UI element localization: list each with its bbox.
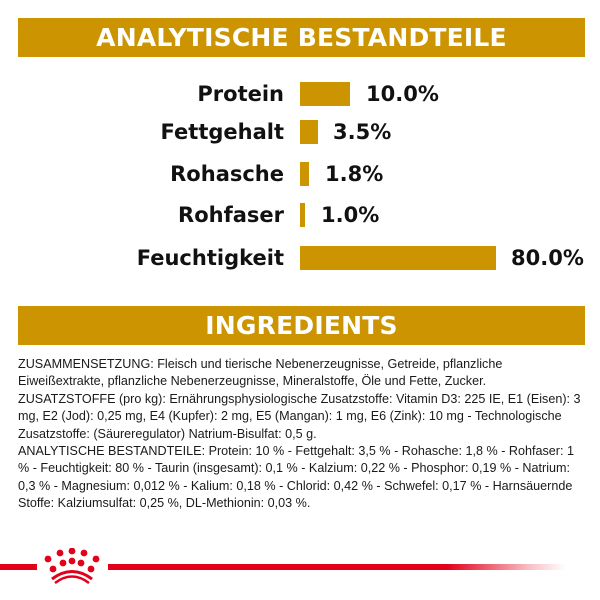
row-bar (300, 120, 318, 144)
footer-red-line-left (0, 564, 37, 570)
chart-row-rohasche: Rohasche 1.8% (0, 162, 600, 186)
ingredients-text: ZUSAMMENSETZUNG: Fleisch und tierische N… (18, 356, 588, 513)
row-label: Rohasche (170, 162, 284, 186)
chart-row-protein: Protein 10.0% (0, 82, 600, 106)
row-value: 3.5% (333, 120, 392, 144)
row-bar (300, 203, 305, 227)
chart-row-fettgehalt: Fettgehalt 3.5% (0, 120, 600, 144)
composition-paragraph: ZUSAMMENSETZUNG: Fleisch und tierische N… (18, 357, 503, 389)
row-value: 10.0% (366, 82, 439, 106)
ingredients-title-banner: INGREDIENTS (18, 306, 585, 345)
row-value: 1.8% (325, 162, 384, 186)
analytics-title-banner: ANALYTISCHE BESTANDTEILE (18, 18, 585, 57)
chart-row-rohfaser: Rohfaser 1.0% (0, 203, 600, 227)
analytical-constituents-paragraph: ANALYTISCHE BESTANDTEILE: Protein: 10 % … (18, 444, 574, 511)
row-bar (300, 246, 496, 270)
row-label: Fettgehalt (160, 120, 284, 144)
row-value: 80.0% (511, 246, 584, 270)
row-bar (300, 162, 309, 186)
royal-canin-crown-icon (44, 548, 100, 585)
row-label: Rohfaser (178, 203, 284, 227)
row-label: Protein (197, 82, 284, 106)
chart-row-feuchtigkeit: Feuchtigkeit 80.0% (0, 246, 600, 270)
footer-red-line-right (108, 564, 566, 570)
row-value: 1.0% (321, 203, 380, 227)
row-bar (300, 82, 350, 106)
row-label: Feuchtigkeit (136, 246, 284, 270)
additives-paragraph: ZUSATZSTOFFE (pro kg): Ernährungsphysiol… (18, 391, 581, 441)
